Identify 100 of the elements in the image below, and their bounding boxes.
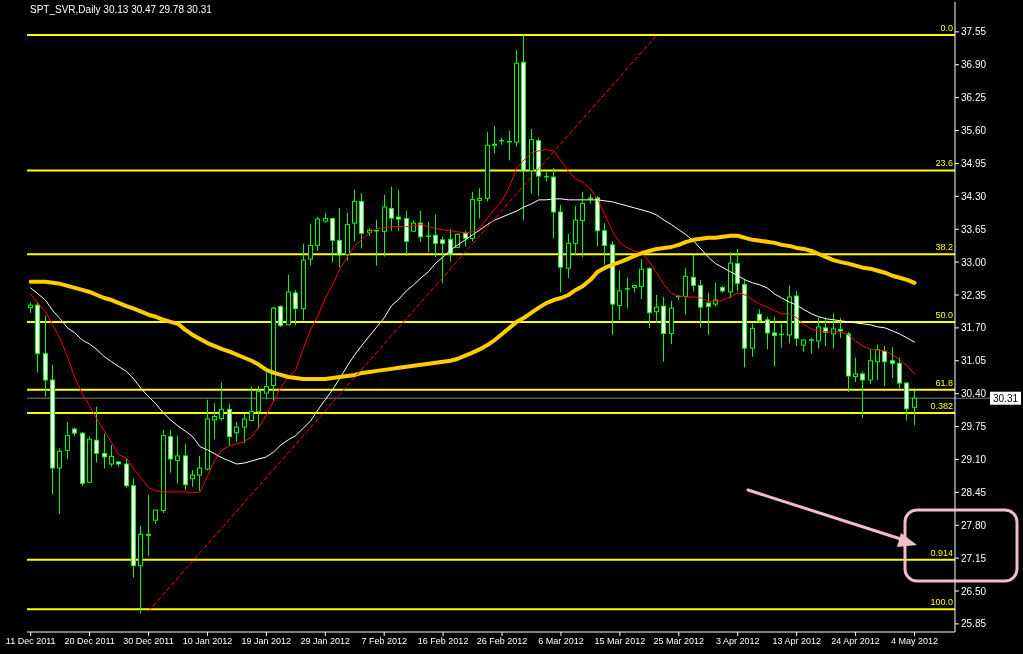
candlestick [440,236,445,284]
y-tick-label: 34.95 [961,157,987,169]
candlestick [102,433,107,470]
x-tick-label: 6 Mar 2012 [538,636,584,647]
candlestick [433,214,438,258]
x-tick-label: 19 Jan 2012 [241,636,292,647]
x-tick-label: 20 Dec 2011 [64,636,115,647]
chart-title: SPT_SVR,Daily 30.13 30.47 29.78 30.31 [30,4,213,15]
x-tick-label: 10 Jan 2012 [182,636,233,647]
candlestick [175,435,180,485]
candlestick [897,357,902,389]
candlestick [580,191,585,258]
y-tick-label: 29.75 [961,421,987,433]
candlestick [706,292,711,336]
candlestick [396,189,401,232]
candlestick [264,371,269,400]
candlestick [698,279,703,328]
ref-line-label: 23.6 [935,158,953,169]
x-tick-label: 15 Mar 2012 [594,636,646,647]
candlestick [477,187,482,220]
candlestick [816,317,821,350]
ref-line-label: 50.0 [935,310,953,321]
candlestick [109,444,114,468]
candlestick [293,289,298,326]
candlestick [418,210,423,243]
candlestick [146,494,151,557]
y-tick-label: 34.30 [961,190,987,202]
candlestick [624,276,631,310]
candlestick [683,267,688,316]
candlestick [65,421,70,460]
y-tick-label: 30.40 [961,388,987,400]
candlestick [890,346,895,379]
candlestick [765,316,770,350]
candlestick [242,413,247,444]
y-tick-label: 25.85 [961,618,987,630]
x-tick-label: 13 Apr 2012 [772,636,821,647]
line-series [28,233,917,381]
y-tick-label: 36.25 [961,92,987,104]
candlestick [868,348,873,385]
candlestick [249,386,254,422]
candlestick [691,254,696,292]
candlestick [492,125,497,154]
y-tick-label: 35.60 [961,125,987,137]
ref-line-label: 38.2 [935,242,953,253]
candlestick [838,317,843,339]
candlestick [735,248,740,292]
candlestick [389,186,394,232]
x-tick-label: 3 Apr 2012 [715,636,760,647]
candlestick [860,370,865,419]
y-tick-label: 31.70 [961,322,987,334]
y-tick-label: 33.00 [961,256,987,268]
candlestick [337,207,342,268]
candlestick [772,316,777,367]
y-tick-label: 31.05 [961,355,987,367]
candlestick [256,385,261,430]
candlestick [750,323,755,358]
y-tick-label: 29.10 [961,454,987,465]
candlestick [404,210,409,257]
candlestick [57,447,62,515]
x-tick-label: 30 Dec 2011 [123,636,174,647]
text: 0.914 [930,547,953,558]
x-tick-label: 25 Mar 2012 [653,636,705,647]
candlestick [853,357,858,383]
candlestick [654,294,659,324]
y-tick-label: 37.55 [961,26,987,38]
candlestick [573,205,578,256]
candlestick [124,458,129,489]
ref-line-label: 0.0 [940,22,953,33]
candlestick [219,382,224,421]
candlestick [912,389,917,426]
candlestick [352,189,357,242]
candlestick [448,228,453,263]
candlestick [278,304,283,328]
x-tick-label: 24 Apr 2012 [831,636,880,647]
x-tick-label: 16 Feb 2012 [417,636,469,647]
candlestick [168,429,173,474]
x-tick-label: 26 Feb 2012 [476,636,528,647]
candlestick [602,222,607,266]
candlestick [330,217,335,264]
text: 0.382 [930,400,953,411]
x-tick-label: 11 Dec 2011 [5,636,56,647]
x-tick-label: 29 Jan 2012 [300,636,351,647]
y-tick-label: 33.65 [961,223,987,235]
y-tick-label: 28.45 [961,486,987,498]
x-tick-label: 7 Feb 2012 [361,636,407,647]
y-tick-label: 32.35 [961,289,987,301]
y-tick-label: 36.90 [961,59,987,71]
x-tick-label: 4 May 2012 [890,636,939,647]
ref-line-label: 61.8 [935,377,953,388]
y-tick-label: 26.50 [961,585,987,597]
candlestick [639,258,644,300]
candlestick [212,402,217,440]
candlestick [308,223,313,267]
candlestick [234,421,239,443]
candlestick [882,345,887,387]
candlestick [617,270,622,321]
y-tick-label: 27.15 [961,552,987,564]
candlestick [94,406,99,463]
y-tick-label: 27.80 [961,519,987,531]
candlestick [197,455,202,492]
